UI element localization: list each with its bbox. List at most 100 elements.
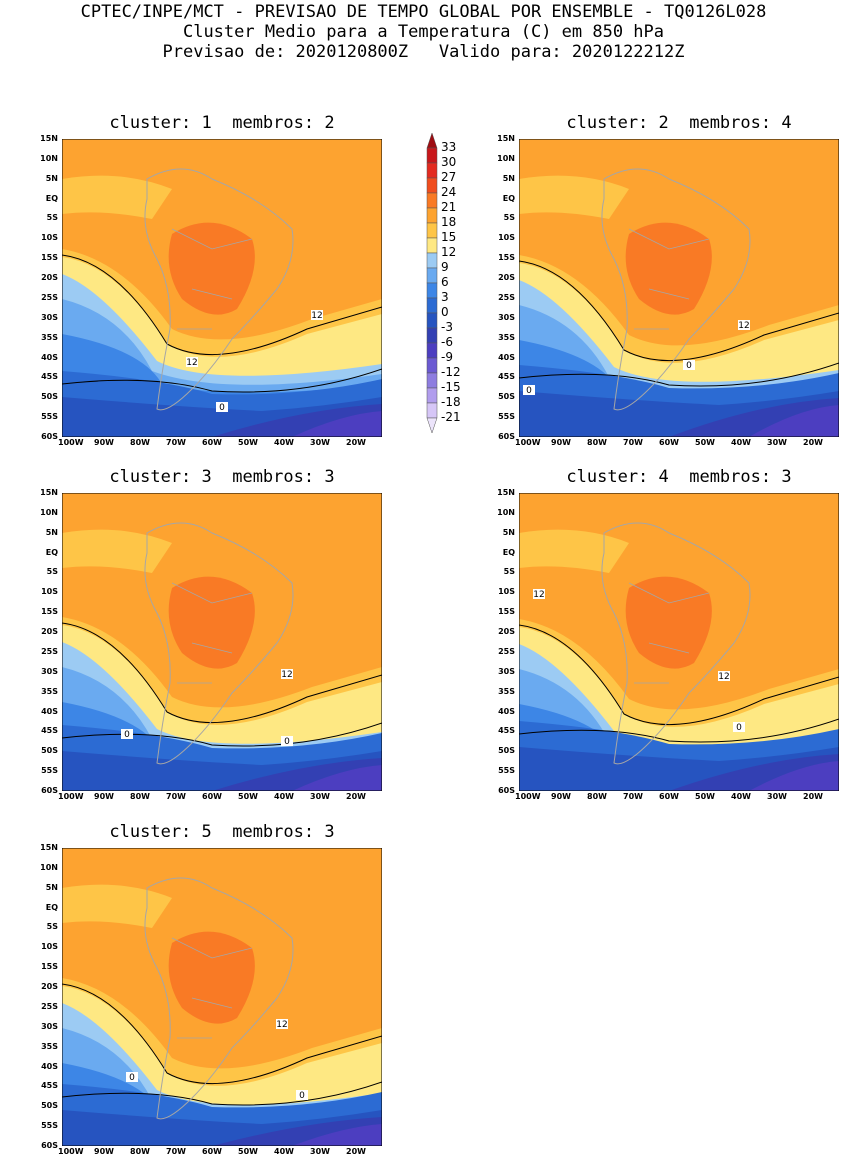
colorbar-label: 30 bbox=[441, 155, 457, 169]
longitude-tick-label: 70W bbox=[623, 792, 643, 801]
panel-title: cluster: 5 membros: 3 bbox=[109, 822, 335, 842]
longitude-tick-label: 30W bbox=[310, 438, 330, 447]
south-america-outline bbox=[601, 522, 751, 765]
contour-label: 0 bbox=[523, 385, 535, 396]
field-minus9-minus6 bbox=[292, 1124, 382, 1146]
contour-label: 0 bbox=[281, 736, 293, 747]
contour-label: 0 bbox=[126, 1072, 138, 1083]
colorbar-label: -21 bbox=[441, 410, 461, 424]
colorbar-swatch bbox=[426, 357, 438, 374]
latitude-tick-label: 15S bbox=[41, 253, 58, 263]
colorbar-swatch bbox=[426, 297, 438, 314]
longitude-tick-label: 80W bbox=[130, 438, 150, 447]
header-line-3: Previsao de: 2020120800Z Valido para: 20… bbox=[162, 42, 685, 62]
temperature-map-panel: 12 0 0 bbox=[62, 848, 382, 1146]
longitude-tick-label: 90W bbox=[94, 792, 114, 801]
svg-text:12: 12 bbox=[186, 358, 197, 368]
longitude-tick-label: 50W bbox=[238, 438, 258, 447]
latitude-tick-label: 60S bbox=[498, 432, 515, 441]
latitude-tick-label: 60S bbox=[41, 1141, 58, 1150]
latitude-tick-label: 30S bbox=[498, 312, 515, 322]
contour-label: 12 bbox=[533, 589, 545, 600]
latitude-tick-label: 55S bbox=[41, 766, 58, 776]
svg-text:0: 0 bbox=[129, 1073, 135, 1083]
contour-12 bbox=[519, 260, 839, 362]
svg-text:12: 12 bbox=[738, 321, 749, 331]
latitude-tick-label: 10N bbox=[497, 153, 515, 163]
colorbar-label: -6 bbox=[441, 335, 453, 349]
latitude-tick-label: 5S bbox=[46, 922, 58, 932]
latitude-tick-label: 30S bbox=[498, 666, 515, 676]
country-borders bbox=[171, 937, 253, 1039]
colorbar-swatch bbox=[426, 327, 438, 344]
longitude-tick-label: 60W bbox=[202, 1147, 222, 1156]
latitude-tick-label: 15S bbox=[41, 607, 58, 617]
contour-0 bbox=[519, 362, 839, 387]
latitude-tick-label: 10S bbox=[41, 942, 58, 952]
latitude-tick-label: 40S bbox=[498, 352, 515, 362]
south-america-outline bbox=[144, 522, 294, 765]
latitude-tick-label: 20S bbox=[41, 982, 58, 992]
latitude-tick-label: 10S bbox=[41, 587, 58, 597]
latitude-tick-label: 10S bbox=[498, 587, 515, 597]
colorbar-swatch bbox=[426, 372, 438, 389]
contour-label: 12 bbox=[186, 357, 198, 368]
latitude-tick-label: 20S bbox=[41, 627, 58, 637]
colorbar-label: -9 bbox=[441, 350, 453, 364]
latitude-tick-label: 10N bbox=[40, 507, 58, 517]
longitude-tick-label: 50W bbox=[695, 792, 715, 801]
latitude-tick-label: 20S bbox=[498, 627, 515, 637]
contour-label: 0 bbox=[216, 402, 228, 413]
latitude-tick-label: 5S bbox=[503, 567, 515, 577]
longitude-tick-label: 30W bbox=[310, 792, 330, 801]
longitude-tick-label: 50W bbox=[695, 438, 715, 447]
latitude-tick-label: 5S bbox=[46, 567, 58, 577]
colorbar-swatch bbox=[426, 207, 438, 224]
colorbar-swatch bbox=[426, 222, 438, 239]
longitude-tick-label: 100W bbox=[58, 792, 84, 801]
latitude-tick-label: 35S bbox=[41, 1041, 58, 1051]
contour-0 bbox=[62, 722, 382, 747]
longitude-tick-label: 30W bbox=[310, 1147, 330, 1156]
longitude-tick-label: 40W bbox=[731, 438, 751, 447]
contour-0 bbox=[62, 368, 382, 393]
latitude-tick-label: 55S bbox=[41, 1121, 58, 1131]
latitude-tick-label: 10S bbox=[41, 233, 58, 243]
contour-label: 12 bbox=[738, 320, 750, 331]
latitude-tick-label: 5N bbox=[45, 173, 58, 183]
colorbar-swatch bbox=[426, 417, 438, 434]
colorbar-swatch bbox=[426, 282, 438, 299]
south-america-outline bbox=[601, 168, 751, 411]
longitude-tick-label: 40W bbox=[731, 792, 751, 801]
longitude-tick-label: 40W bbox=[274, 792, 294, 801]
longitude-tick-label: 60W bbox=[202, 792, 222, 801]
latitude-tick-label: 30S bbox=[41, 312, 58, 322]
temperature-map-panel: 12 12 0 bbox=[62, 139, 382, 437]
colorbar-label: -3 bbox=[441, 320, 453, 334]
latitude-tick-label: 50S bbox=[498, 392, 515, 402]
latitude-tick-label: 35S bbox=[41, 686, 58, 696]
colorbar-swatch bbox=[426, 312, 438, 329]
latitude-tick-label: 15N bbox=[497, 488, 515, 497]
latitude-tick-label: 60S bbox=[41, 432, 58, 441]
latitude-tick-label: 15N bbox=[40, 134, 58, 143]
colorbar-label: 24 bbox=[441, 185, 457, 199]
latitude-tick-label: 50S bbox=[498, 746, 515, 756]
colorbar-swatch bbox=[426, 237, 438, 254]
longitude-tick-label: 50W bbox=[238, 792, 258, 801]
latitude-tick-label: 55S bbox=[498, 412, 515, 422]
latitude-tick-label: 45S bbox=[498, 372, 515, 382]
contour-label: 0 bbox=[733, 722, 745, 733]
latitude-tick-label: 25S bbox=[41, 646, 58, 656]
colorbar-swatch bbox=[426, 387, 438, 404]
latitude-tick-label: 15N bbox=[40, 488, 58, 497]
latitude-tick-label: 15S bbox=[41, 962, 58, 972]
latitude-tick-label: 50S bbox=[41, 746, 58, 756]
latitude-tick-label: 35S bbox=[41, 332, 58, 342]
country-borders bbox=[628, 582, 710, 684]
latitude-tick-label: 15S bbox=[498, 607, 515, 617]
latitude-tick-label: 45S bbox=[41, 726, 58, 736]
longitude-tick-label: 60W bbox=[202, 438, 222, 447]
latitude-tick-label: EQ bbox=[502, 193, 515, 203]
contour-label: 0 bbox=[121, 729, 133, 740]
